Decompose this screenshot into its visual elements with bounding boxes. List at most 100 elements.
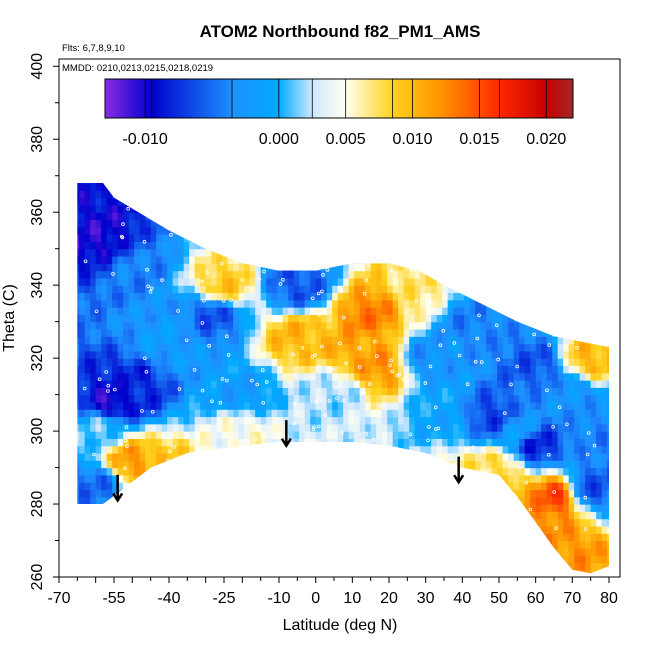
heatmap-cell <box>359 445 366 454</box>
heatmap-cell <box>370 365 377 374</box>
heatmap-cell <box>227 380 234 388</box>
heatmap-cell <box>508 409 515 418</box>
heatmap-cell <box>266 314 273 323</box>
heatmap-cell <box>233 358 240 367</box>
heatmap-cell <box>79 190 86 199</box>
heatmap-cell <box>321 314 328 323</box>
heatmap-cell <box>145 452 152 461</box>
heatmap-cell <box>106 234 113 242</box>
heatmap-cell <box>106 307 113 315</box>
heatmap-cell <box>392 438 399 447</box>
heatmap-cell <box>541 540 548 549</box>
heatmap-cell <box>579 482 586 491</box>
heatmap-cell <box>123 328 130 337</box>
heatmap-cell <box>442 401 449 410</box>
heatmap-cell <box>200 328 207 337</box>
heatmap-cell <box>315 328 322 337</box>
heatmap-cell <box>447 409 454 418</box>
heatmap-cell <box>541 445 548 454</box>
heatmap-cell <box>392 321 399 330</box>
sample-point <box>200 321 205 325</box>
heatmap-cell <box>255 423 262 432</box>
heatmap-cell <box>425 372 432 381</box>
heatmap-cell <box>376 445 383 454</box>
heatmap-cell <box>139 343 146 352</box>
heatmap-cell <box>613 395 619 403</box>
heatmap-cell <box>117 299 124 308</box>
heatmap-cell <box>563 350 570 359</box>
heatmap-cell <box>409 277 416 286</box>
heatmap-cell <box>77 409 80 418</box>
heatmap-cell <box>205 248 212 257</box>
heatmap-cell <box>106 452 113 461</box>
heatmap-cell <box>557 467 564 476</box>
heatmap-cell <box>211 299 218 308</box>
heatmap-cell <box>255 409 262 418</box>
heatmap-cell <box>590 387 597 396</box>
heatmap-cell <box>568 540 575 549</box>
heatmap-cell <box>315 438 322 447</box>
heatmap-cell <box>139 394 146 403</box>
heatmap-cell <box>596 562 603 571</box>
heatmap-cell <box>77 431 80 439</box>
heatmap-cell <box>519 358 526 367</box>
heatmap-cell <box>211 343 218 352</box>
heatmap-cell <box>211 255 218 264</box>
heatmap-cell <box>282 409 289 418</box>
heatmap-cell <box>486 387 493 396</box>
heatmap-cell <box>128 248 135 257</box>
heatmap-cell <box>557 533 564 542</box>
heatmap-cell <box>337 292 344 301</box>
heatmap-cell <box>585 409 592 418</box>
heatmap-cell <box>392 423 399 432</box>
heatmap-cell <box>398 328 405 337</box>
heatmap-cell <box>409 394 416 403</box>
heatmap-cell <box>596 525 603 534</box>
heatmap-cell <box>95 409 102 418</box>
heatmap-cell <box>260 255 267 264</box>
heatmap-cell <box>387 299 394 308</box>
heatmap-cell <box>563 540 570 549</box>
heatmap-cell <box>106 204 113 213</box>
heatmap-cell <box>343 431 350 439</box>
heatmap-cell <box>585 328 592 337</box>
heatmap-cell <box>211 248 218 257</box>
heatmap-cell <box>420 328 427 337</box>
heatmap-cell <box>90 197 97 206</box>
heatmap-cell <box>557 540 564 549</box>
heatmap-cell <box>497 336 504 345</box>
heatmap-cell <box>183 248 190 257</box>
heatmap-cell <box>167 401 174 410</box>
heatmap-cell <box>343 445 350 454</box>
heatmap-cell <box>156 234 163 242</box>
heatmap-cell <box>370 431 377 439</box>
heatmap-cell <box>172 416 179 425</box>
heatmap-cell <box>106 241 113 250</box>
heatmap-cell <box>601 489 608 498</box>
heatmap-cell <box>458 365 465 374</box>
heatmap-cell <box>95 416 102 425</box>
heatmap-cell <box>167 292 174 301</box>
heatmap-cell <box>139 292 146 301</box>
heatmap-cell <box>579 518 586 527</box>
sample-point <box>220 261 224 266</box>
heatmap-cell <box>442 365 449 374</box>
y-axis-label: Theta (C) <box>1 284 18 352</box>
heatmap-cell <box>244 365 251 374</box>
heatmap-cell <box>244 416 251 425</box>
heatmap-cell <box>359 372 366 381</box>
heatmap-cell <box>574 482 581 491</box>
heatmap-cell <box>161 270 168 279</box>
heatmap-cell <box>453 314 460 323</box>
heatmap-cell <box>161 438 168 447</box>
heatmap-cell <box>519 380 526 388</box>
heatmap-cell <box>557 328 564 337</box>
heatmap-cell <box>337 438 344 447</box>
heatmap-cell <box>398 431 405 439</box>
heatmap-cell <box>453 321 460 330</box>
heatmap-cell <box>117 394 124 403</box>
sample-point <box>150 286 154 291</box>
heatmap-cell <box>596 358 603 367</box>
heatmap-cell <box>277 350 284 359</box>
heatmap-cell <box>194 328 201 337</box>
